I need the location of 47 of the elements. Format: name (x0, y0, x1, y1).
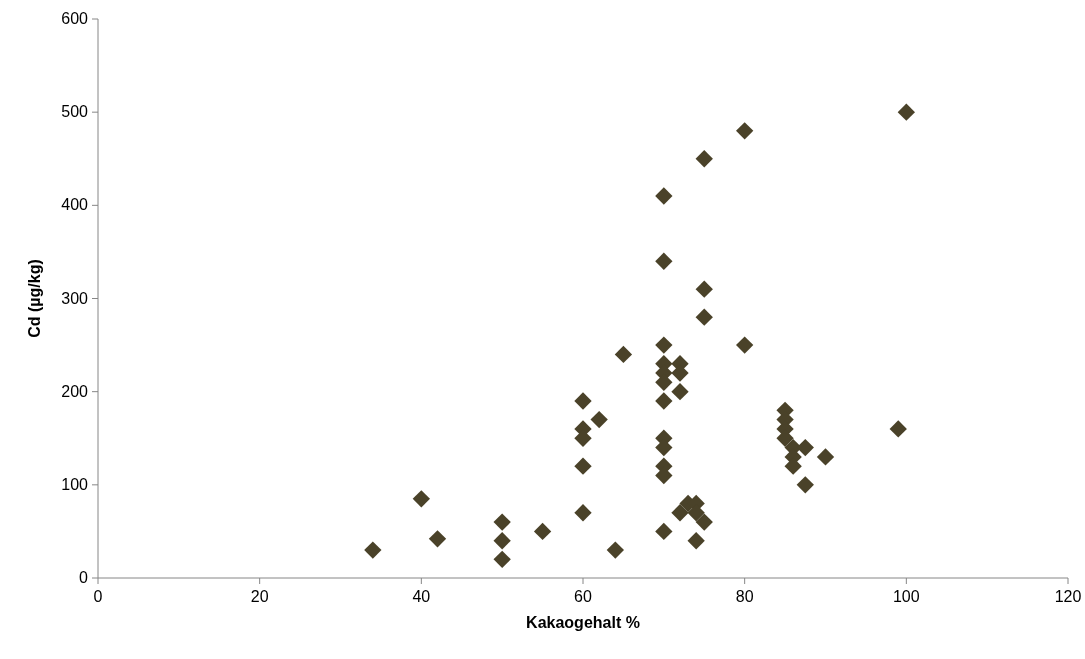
point (695, 280, 713, 298)
x-tick-label: 80 (735, 588, 754, 605)
point (493, 550, 511, 569)
y-tick-label: 0 (79, 569, 89, 586)
point (533, 522, 552, 541)
point (889, 420, 907, 438)
point (412, 490, 430, 508)
point (736, 122, 754, 140)
y-tick-label: 400 (61, 196, 89, 214)
point (695, 150, 713, 168)
point (428, 530, 447, 548)
point (671, 383, 689, 401)
point (796, 476, 814, 494)
x-tick-label: 120 (1054, 588, 1082, 605)
x-axis-title: Kakaogehalt % (526, 614, 640, 631)
point (606, 541, 624, 559)
point (614, 345, 633, 364)
point (897, 103, 915, 121)
point (655, 392, 673, 410)
x-tick-label: 0 (93, 588, 103, 605)
point (364, 541, 382, 559)
point (655, 522, 673, 541)
point (655, 187, 673, 205)
x-tick-label: 60 (574, 588, 592, 605)
y-tick-label: 200 (61, 382, 89, 400)
point (574, 504, 592, 522)
point (687, 532, 705, 550)
x-tick-label: 100 (892, 588, 920, 605)
point (695, 308, 713, 326)
point (816, 448, 835, 466)
point (574, 392, 592, 410)
point (493, 532, 511, 550)
point (574, 457, 592, 475)
point (590, 410, 608, 429)
point (493, 513, 511, 531)
y-tick-label: 600 (61, 10, 89, 27)
point (671, 504, 689, 522)
point (655, 252, 673, 270)
x-tick-label: 20 (250, 588, 269, 605)
y-tick-label: 300 (61, 289, 89, 307)
x-tick-label: 40 (412, 588, 431, 605)
point (655, 336, 673, 354)
point (695, 513, 713, 531)
y-axis-title: Cd (µg/kg) (26, 259, 43, 338)
y-tick-label: 500 (61, 103, 89, 121)
y-tick-label: 100 (61, 475, 89, 493)
point (736, 336, 754, 354)
